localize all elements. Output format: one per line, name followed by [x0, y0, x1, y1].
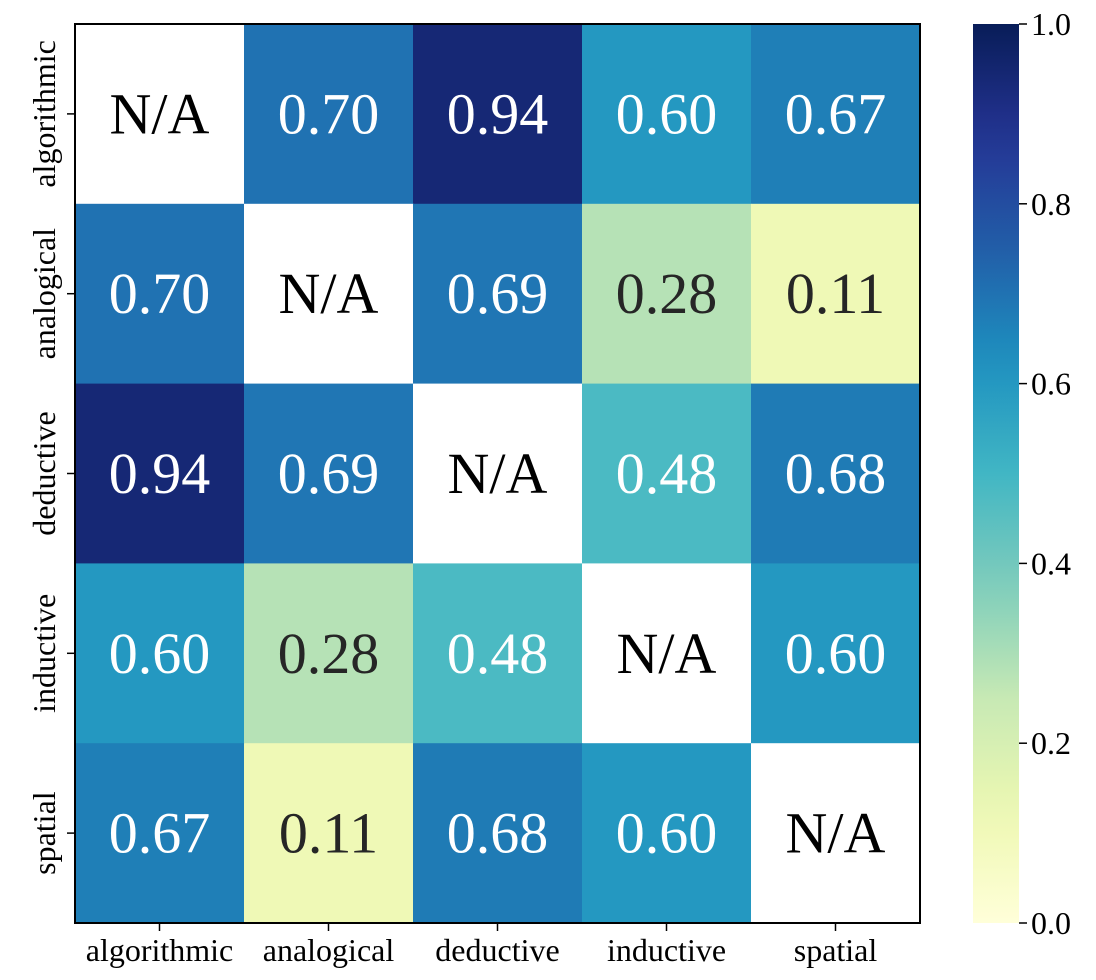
- heatmap-cell: [582, 563, 752, 744]
- heatmap-cell: [244, 383, 414, 564]
- x-tick-label: spatial: [794, 932, 878, 968]
- colorbar-tick-label: 0.2: [1031, 725, 1071, 761]
- cell-value-label: 0.94: [447, 81, 549, 146]
- colorbar-tick-label: 0.4: [1031, 545, 1071, 581]
- cell-value-label: 0.68: [447, 801, 549, 866]
- heatmap-cell: [244, 24, 414, 205]
- colorbar-tick-label: 0.8: [1031, 186, 1071, 222]
- heatmap-cell: [751, 203, 921, 385]
- cell-value-label: 0.28: [616, 261, 718, 326]
- heatmap-cell: [413, 383, 583, 564]
- colorbar-tick-label: 1.0: [1031, 6, 1071, 42]
- cell-value-label: 0.69: [447, 261, 549, 326]
- heatmap-cell: [751, 563, 921, 744]
- heatmap-cell: [75, 203, 245, 385]
- x-tick-label: analogical: [263, 932, 395, 968]
- heatmap-cell: [413, 743, 583, 924]
- colorbar-tick-label: 0.6: [1031, 366, 1071, 402]
- cell-value-label: 0.60: [785, 621, 887, 686]
- x-tick-label: deductive: [435, 932, 559, 968]
- heatmap-cell: [413, 203, 583, 385]
- cell-value-label: 0.60: [616, 801, 718, 866]
- x-tick-label: algorithmic: [86, 932, 234, 968]
- y-axis: algorithmic analogical deductive inductive s…: [26, 40, 75, 875]
- y-tick-label: analogical: [26, 228, 62, 360]
- heatmap-cell: [244, 203, 414, 385]
- cell-value-label: N/A: [786, 801, 886, 866]
- cell-value-label: 0.68: [785, 441, 887, 506]
- cell-value-label: 0.70: [109, 261, 211, 326]
- cell-value-label: 0.70: [278, 81, 380, 146]
- cell-value-label: 0.94: [109, 441, 211, 506]
- heatmap-cell: [413, 563, 583, 744]
- cell-value-label: 0.11: [279, 801, 378, 866]
- cell-value-label: 0.28: [278, 621, 380, 686]
- cell-value-label: 0.11: [786, 261, 885, 326]
- heatmap-cell: [75, 743, 245, 924]
- heatmap-cell: [582, 743, 752, 924]
- heatmap-cell: [751, 743, 921, 924]
- cell-value-label: 0.60: [616, 81, 718, 146]
- cell-value-label: N/A: [110, 81, 210, 146]
- heatmap-cell: [582, 383, 752, 564]
- heatmap-cell: [413, 24, 583, 205]
- cell-value-label: 0.67: [785, 81, 887, 146]
- heatmap-cell: [751, 24, 921, 205]
- y-tick-label: algorithmic: [26, 40, 62, 188]
- colorbar-gradient: [973, 24, 1019, 923]
- y-tick-label: deductive: [26, 411, 62, 535]
- x-tick-label: inductive: [607, 932, 726, 968]
- cell-value-label: 0.67: [109, 801, 211, 866]
- y-tick-label: spatial: [26, 791, 62, 875]
- heatmap-cell: [244, 743, 414, 924]
- x-axis: algorithmic analogical deductive inductive s…: [86, 923, 878, 968]
- cell-value-label: N/A: [448, 441, 548, 506]
- heatmap-cell: [751, 383, 921, 564]
- heatmap-cell-labels: N/A 0.70 0.94 0.60 0.67 0.70 N/A 0.69 0.28 0.11 0.…: [109, 81, 887, 865]
- cell-value-label: 0.69: [278, 441, 380, 506]
- heatmap-cell: [75, 383, 245, 564]
- heatmap-cell: [75, 24, 245, 205]
- cell-value-label: N/A: [617, 621, 717, 686]
- y-tick-label: inductive: [26, 594, 62, 713]
- cell-value-label: 0.48: [447, 621, 549, 686]
- colorbar-tick-label: 0.0: [1031, 905, 1071, 941]
- heatmap-cell: [582, 203, 752, 385]
- cell-value-label: N/A: [279, 261, 379, 326]
- heatmap-cell: [244, 563, 414, 744]
- heatmap-cells: [75, 24, 921, 924]
- heatmap-cell: [582, 24, 752, 205]
- cell-value-label: 0.48: [616, 441, 718, 506]
- colorbar: 0.0 0.2 0.4 0.6 0.8 1.0: [973, 6, 1071, 941]
- heatmap-cell: [75, 563, 245, 744]
- cell-value-label: 0.60: [109, 621, 211, 686]
